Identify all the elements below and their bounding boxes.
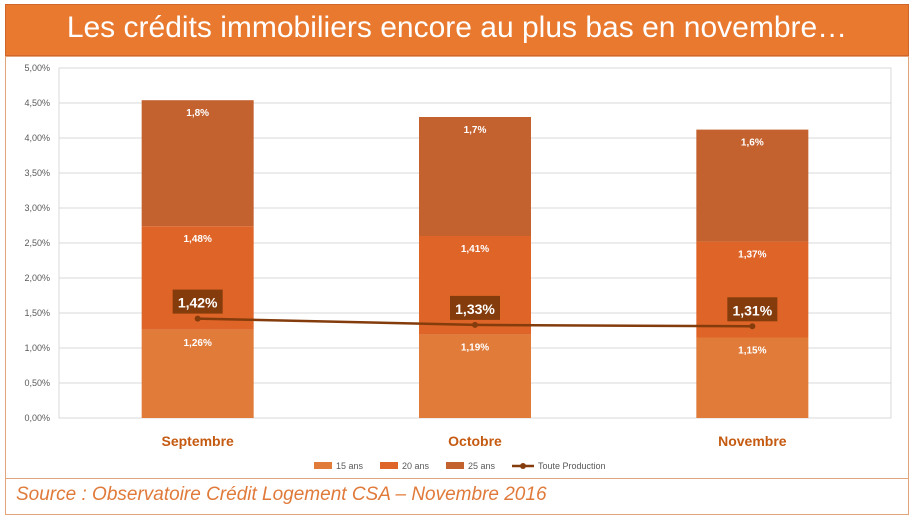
- legend-swatch: [314, 462, 332, 469]
- chart-title: Les crédits immobiliers encore au plus b…: [66, 11, 848, 44]
- bar-segment: [141, 329, 254, 418]
- y-tick-label: 4,50%: [24, 98, 50, 108]
- y-tick-label: 0,50%: [24, 378, 50, 388]
- line-data-label: 1,31%: [732, 302, 772, 318]
- y-tick-label: 1,50%: [24, 308, 50, 318]
- legend-line-marker: [520, 463, 526, 469]
- legend-label: Toute Production: [538, 461, 606, 471]
- line-label-box: [727, 297, 778, 322]
- line-data-label: 1,42%: [178, 295, 218, 311]
- bar-segment: [141, 100, 254, 227]
- bar-segment: [419, 117, 531, 236]
- y-tick-label: 1,00%: [24, 343, 50, 353]
- title-banner: Les crédits immobiliers encore au plus b…: [5, 4, 909, 56]
- bar-segment: [696, 129, 809, 242]
- line-data-label: 1,33%: [455, 301, 495, 317]
- bar-data-label: 1,41%: [461, 244, 489, 255]
- line-label-box: [450, 295, 500, 320]
- legend-swatch: [380, 462, 398, 469]
- legend-label: 15 ans: [336, 461, 364, 471]
- stacked-bar-chart: 0,00% 0,50% 1,00% 1,50% 2,00% 2,50% 3,00% 3,50%…: [24, 63, 892, 471]
- source-footer: Source : Observatoire Crédit Logement CS…: [5, 479, 909, 515]
- bar-data-label: 1,37%: [738, 250, 766, 261]
- y-tick-label: 3,00%: [24, 203, 50, 213]
- bar-data-label: 1,26%: [183, 338, 211, 349]
- x-category-label: Novembre: [718, 433, 787, 449]
- bar-data-label: 1,48%: [183, 234, 211, 245]
- chart-area: 0,00% 0,50% 1,00% 1,50% 2,00% 2,50% 3,00% 3,50%…: [5, 56, 909, 479]
- line-point: [749, 323, 756, 330]
- line-point: [194, 315, 201, 322]
- line-point: [472, 321, 478, 328]
- source-text: Source : Observatoire Crédit Logement CS…: [16, 484, 547, 505]
- y-tick-label: 5,00%: [24, 63, 50, 73]
- legend-swatch: [446, 462, 464, 469]
- y-tick-label: 4,00%: [24, 133, 50, 143]
- bar-data-label: 1,15%: [738, 346, 766, 357]
- y-tick-label: 2,00%: [24, 273, 50, 283]
- y-tick-label: 0,00%: [24, 413, 50, 423]
- x-category-label: Octobre: [448, 433, 502, 449]
- bar-segment: [696, 337, 809, 418]
- legend-label: 25 ans: [468, 461, 496, 471]
- bar-data-label: 1,19%: [461, 343, 489, 354]
- x-category-label: Septembre: [161, 433, 234, 449]
- bar-data-label: 1,8%: [186, 108, 209, 119]
- bar-data-label: 1,6%: [741, 138, 764, 149]
- y-tick-label: 2,50%: [24, 238, 50, 248]
- y-tick-label: 3,50%: [24, 168, 50, 178]
- bar-segment: [696, 241, 809, 338]
- bar-segment: [419, 334, 531, 418]
- line-label-box: [172, 289, 223, 314]
- bar-data-label: 1,7%: [464, 125, 487, 136]
- legend-label: 20 ans: [402, 461, 430, 471]
